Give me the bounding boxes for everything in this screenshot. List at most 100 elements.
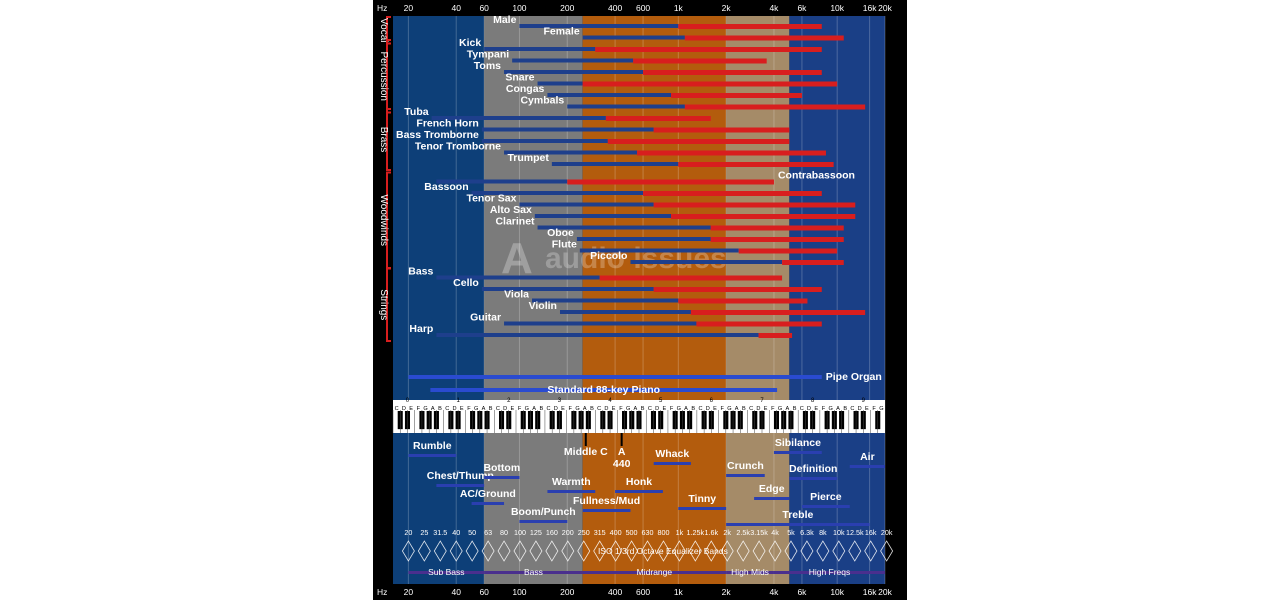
tick-label-bottom-10: 6k (797, 587, 807, 597)
key-letter-7: C (445, 406, 449, 412)
descriptor-label-7: Honk (626, 476, 652, 488)
eq-band-label-25: 6.3k (800, 528, 814, 537)
harmonic-bar-5 (582, 81, 838, 87)
fundamental-bar-22 (481, 287, 654, 291)
category-bracket-1 (386, 39, 391, 114)
eq-band-shape-7 (513, 540, 527, 562)
tick-label-bottom-0: 20 (404, 587, 414, 597)
eq-band-label-29: 16k (865, 528, 877, 537)
fundamental-bar-20 (630, 260, 783, 264)
harmonic-bar-7 (684, 104, 866, 110)
tick-label-bottom-11: 10k (830, 587, 844, 597)
descriptor-bar-6 (582, 509, 631, 512)
range-bar-1 (484, 571, 583, 574)
eq-band-label-0: 20 (404, 528, 412, 537)
harmonic-bar-6 (671, 93, 802, 98)
key-letter-65: E (865, 406, 869, 412)
eq-band-shape-29 (864, 540, 878, 562)
key-letter-23: E (561, 406, 565, 412)
harmonic-bar-25 (696, 321, 822, 327)
fundamental-bar-9 (481, 127, 654, 132)
range-label-1: Bass (524, 567, 543, 577)
fundamental-bar-13 (436, 179, 568, 184)
fundamental-bar-4 (504, 70, 644, 74)
key-letter-10: F (467, 406, 471, 412)
descriptor-label-11: Sibilance (775, 437, 821, 449)
eq-band-shape-10 (561, 540, 575, 562)
fundamental-bar-17 (537, 225, 711, 230)
instrument-label-1: Female (543, 26, 579, 38)
instrument-label-5: Snare (505, 72, 534, 84)
descriptor-label-0: Rumble (413, 440, 452, 452)
watermark-text: audio issues (545, 242, 727, 275)
descriptor-bar-8 (653, 462, 691, 465)
eq-band-shape-4 (465, 540, 479, 562)
key-letter-30: E (612, 406, 616, 412)
tick-label-top-12: 16k (863, 3, 877, 13)
descriptor-bar-14 (801, 505, 850, 508)
descriptor-label-13: Edge (759, 483, 785, 495)
range-bar-0 (408, 571, 485, 574)
harmonic-bar-19 (738, 248, 838, 254)
harmonic-bar-9 (653, 127, 790, 133)
descriptor-label-8: Whack (655, 448, 689, 460)
octave-number-2: 2 (507, 398, 511, 404)
harmonic-bar-23 (678, 298, 808, 304)
key-letter-3: F (417, 406, 421, 412)
range-label-4: High Freqs (809, 567, 851, 577)
eq-band-shape-17 (672, 540, 686, 562)
fundamental-bar-1 (582, 35, 685, 40)
category-bracket-2 (386, 108, 391, 171)
key-letter-31: F (619, 406, 623, 412)
descriptor-bar-4 (547, 490, 596, 493)
harmonic-bar-12 (678, 162, 834, 167)
key-letter-38: F (670, 406, 674, 412)
key-letter-6: B (438, 406, 442, 412)
piano-range-bar (430, 388, 778, 392)
fundamental-bar-23 (532, 298, 679, 303)
eq-band-label-2: 31.5 (433, 528, 447, 537)
eq-band-label-30: 20k (881, 528, 893, 537)
instrument-label-2: Kick (459, 37, 481, 49)
eq-band-label-14: 500 (626, 528, 638, 537)
eq-band-label-4: 50 (468, 528, 476, 537)
descriptor-bar-1 (436, 484, 485, 487)
category-label-0: Vocal (378, 18, 389, 42)
key-letter-49: C (749, 406, 753, 412)
key-letter-8: D (452, 406, 456, 412)
instrument-label-25: Guitar (470, 312, 501, 324)
tick-label-top-0: 20 (404, 3, 414, 13)
tick-label-top-1: 40 (451, 3, 461, 13)
instrument-label-15: Tenor Sax (466, 193, 516, 205)
key-letter-35: C (648, 406, 652, 412)
eq-band-label-9: 160 (546, 528, 558, 537)
fundamental-bar-2 (484, 47, 596, 51)
axis-bg-bottom (373, 584, 907, 600)
range-bar-4 (773, 571, 885, 574)
key-letter-15: D (503, 406, 507, 412)
key-letter-61: A (836, 406, 840, 412)
instrument-label-9: French Horn (416, 118, 478, 130)
eq-band-label-26: 8k (819, 528, 827, 537)
octave-number-4: 4 (608, 398, 612, 404)
fundamental-bar-19 (579, 248, 739, 253)
harmonic-bar-11 (637, 150, 826, 156)
eq-bands-title: ISO 1/3rd Octave Equalizer Bands (598, 546, 728, 556)
descriptor-bar-5 (519, 520, 568, 523)
eq-band-label-28: 12.5k (846, 528, 864, 537)
harmonic-bar-15 (653, 202, 856, 208)
key-letter-59: F (822, 406, 826, 412)
frequency-chart: Hz 20 40 60 100 200 400 600 1k 2k 4k 6k 10k 16k 20k Hz 2… (373, 0, 907, 600)
tick-label-bottom-7: 1k (674, 587, 684, 597)
eq-band-label-20: 2k (723, 528, 731, 537)
eq-band-shape-11 (577, 540, 591, 562)
eq-band-label-11: 250 (578, 528, 590, 537)
eq-band-shape-25 (800, 540, 814, 562)
eq-band-label-6: 80 (500, 528, 508, 537)
descriptor-bar-15 (726, 523, 870, 526)
category-label-1: Percussion (378, 52, 389, 101)
harmonic-bar-1 (684, 35, 844, 41)
watermark-logo: A (501, 234, 533, 283)
eq-band-shape-30 (880, 540, 894, 562)
tick-label-bottom-13: 20k (878, 587, 892, 597)
